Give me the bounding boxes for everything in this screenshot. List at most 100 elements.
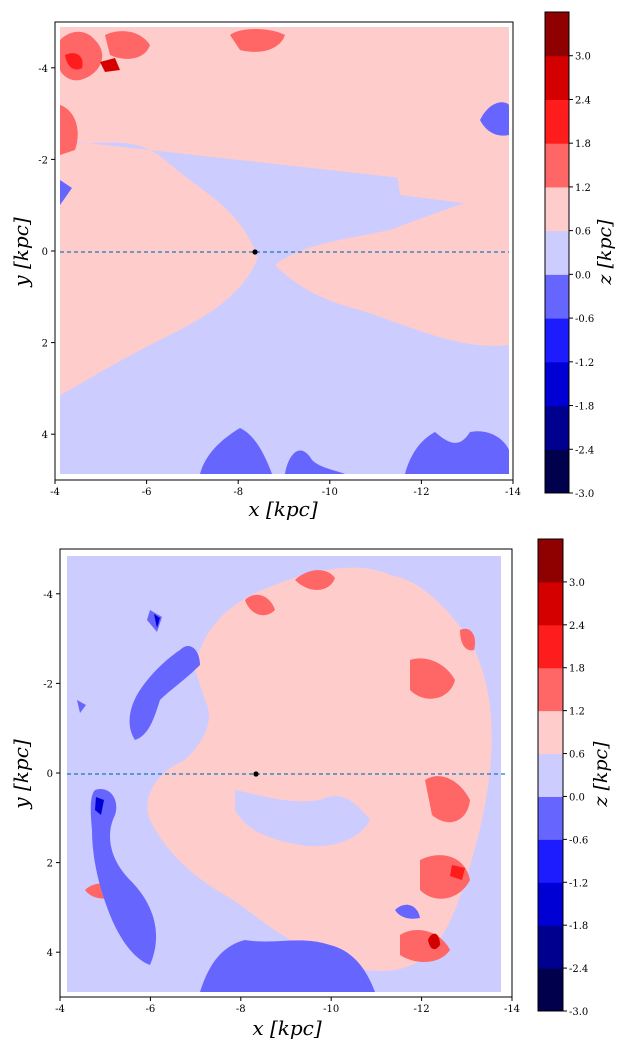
- bottom-colorbar-tick-label: -1.2: [569, 878, 588, 889]
- top-x-tick-label: -12: [413, 487, 429, 498]
- top-region-pos-mid-2: [105, 31, 150, 59]
- top-y-axis-label: y [kpc]: [9, 217, 33, 288]
- top-x-tick-label: -6: [142, 487, 152, 498]
- bottom-region-pos-high-2: [450, 865, 465, 880]
- bottom-colorbar-tick-label: 1.8: [569, 664, 585, 675]
- bottom-region-pos-mid-7: [460, 628, 476, 651]
- bottom-colorbar-tick-label: -0.6: [569, 835, 588, 846]
- bottom-region-pos-mid-3: [410, 658, 455, 699]
- top-y-tick-label: -2: [38, 155, 48, 166]
- bottom-x-tick-label: -12: [414, 1004, 430, 1015]
- bottom-colorbar-frame: [537, 538, 564, 1012]
- bottom-x-tick-label: -14: [504, 1004, 520, 1015]
- top-y-tick-label: 0: [42, 247, 48, 258]
- top-x-tick-label: -10: [322, 487, 338, 498]
- bottom-colorbar-tick-label: -2.4: [569, 964, 588, 975]
- bottom-sun-marker: [253, 771, 259, 777]
- bottom-region-neg-low-hole: [235, 790, 370, 847]
- top-region-neg-mid-1: [200, 428, 272, 474]
- bottom-colorbar-swatch: [538, 667, 563, 712]
- top-panel: -4 -6 -8 -10 -12 -14 -4 -2 0 2 4 x [kpc] y [kpc]: [9, 21, 521, 521]
- bottom-colorbar-tick-label: 0.0: [569, 792, 585, 803]
- top-colorbar-tick-label: 1.2: [575, 183, 591, 194]
- bottom-colorbar-swatch: [538, 796, 563, 840]
- top-region-neg-mid-3: [405, 431, 509, 474]
- bottom-x-tick-label: -4: [55, 1004, 65, 1015]
- bottom-region-pos-mid-2: [295, 570, 335, 590]
- top-x-tick-label: -8: [233, 487, 243, 498]
- top-colorbar-label: z [kpc]: [594, 219, 616, 286]
- top-region-neg-low: [60, 140, 509, 474]
- top-region-neg-mid-2: [285, 450, 345, 474]
- bottom-colorbar-swatch: [538, 539, 563, 583]
- top-region-pos-high-1: [65, 53, 83, 70]
- top-x-tick-label: -14: [505, 487, 521, 498]
- top-region-pos-high-2: [100, 58, 120, 72]
- top-colorbar-swatch: [545, 274, 569, 319]
- bottom-region-neg-mid-2: [90, 789, 157, 965]
- bottom-colorbar-swatch: [538, 839, 563, 883]
- bottom-y-axis-label: y [kpc]: [9, 739, 33, 810]
- top-colorbar-swatch: [545, 55, 569, 100]
- bottom-y-tick-label: 0: [47, 769, 53, 780]
- bottom-x-ticks: -4 -6 -8 -10 -12 -14: [55, 997, 520, 1015]
- top-x-ticks: -4 -6 -8 -10 -12 -14: [50, 480, 521, 498]
- top-contour-field: [60, 27, 509, 474]
- bottom-x-axis-label: x [kpc]: [252, 1016, 322, 1040]
- top-colorbar-tick-label: -0.6: [575, 314, 594, 325]
- top-colorbar-tick-label: 3.0: [575, 52, 591, 63]
- top-colorbar-tick-label: -2.4: [575, 445, 594, 456]
- bottom-colorbar: -3.0 -2.4 -1.8 -1.2 -0.6 0.0 0.6 1.2 1.8 2.4 3.0 z…: [537, 538, 612, 1018]
- top-colorbar-swatch: [545, 143, 569, 188]
- bottom-colorbar-tick-label: 1.2: [569, 707, 585, 718]
- bottom-colorbar-swatch: [538, 968, 563, 1012]
- top-x-axis-label: x [kpc]: [248, 497, 318, 521]
- bottom-colorbar-tick-label: -3.0: [569, 1007, 588, 1018]
- bottom-region-neg-mid-5: [395, 904, 420, 919]
- top-colorbar-swatch: [545, 318, 569, 363]
- bottom-region-pos-high-1: [428, 933, 440, 950]
- top-colorbar-frame: [544, 11, 570, 494]
- bottom-colorbar-swatch: [538, 710, 563, 755]
- top-colorbar-swatches: [545, 12, 569, 494]
- bottom-panel: -4 -6 -8 -10 -12 -14 -4 -2 0 2 4 x [kpc] y [kpc]: [9, 548, 520, 1040]
- top-y-tick-label: -4: [38, 64, 48, 75]
- bottom-x-tick-label: -8: [236, 1004, 246, 1015]
- bottom-colorbar-swatch: [538, 753, 563, 797]
- top-colorbar-swatch: [545, 230, 569, 275]
- bottom-colorbar-swatch: [538, 882, 563, 926]
- bottom-colorbar-tick-label: 0.6: [569, 750, 585, 761]
- top-region-neg-mid-4: [480, 102, 509, 136]
- top-colorbar-tick-label: -3.0: [575, 489, 594, 500]
- top-colorbar-swatch: [545, 99, 569, 144]
- bottom-colorbar-swatch: [538, 581, 563, 626]
- bottom-region-pos-mid-1: [245, 594, 275, 616]
- top-sun-marker: [252, 249, 258, 255]
- bottom-region-pos-mid-5: [420, 855, 470, 899]
- top-colorbar-tick-label: -1.8: [575, 402, 594, 413]
- bottom-y-tick-label: 2: [47, 859, 53, 870]
- bottom-y-tick-label: 4: [47, 948, 53, 959]
- top-colorbar-swatch: [545, 449, 569, 494]
- top-region-neg-mid-5: [60, 180, 72, 205]
- bottom-colorbar-tick-label: 3.0: [569, 578, 585, 589]
- top-colorbar: -3.0 -2.4 -1.8 -1.2 -0.6 0.0 0.6 1.2 1.8 2.4 3.0 z…: [544, 11, 616, 500]
- top-colorbar-tick-label: 2.4: [575, 95, 591, 106]
- top-colorbar-tick-label: 1.8: [575, 139, 591, 150]
- top-colorbar-tick-label: 0.6: [575, 227, 591, 238]
- top-region-pos-mid-4: [60, 105, 78, 155]
- top-colorbar-swatch: [545, 12, 569, 57]
- bottom-region-neg-high-2: [154, 614, 160, 628]
- top-colorbar-swatch: [545, 186, 569, 232]
- bottom-colorbar-ticks: -3.0 -2.4 -1.8 -1.2 -0.6 0.0 0.6 1.2 1.8 2.4 3.0: [563, 578, 588, 1018]
- bottom-x-tick-label: -10: [323, 1004, 339, 1015]
- top-region-band: [395, 155, 509, 210]
- top-y-tick-label: 2: [42, 339, 48, 350]
- bottom-y-ticks: -4 -2 0 2 4: [43, 590, 60, 959]
- top-y-tick-label: 4: [42, 430, 48, 441]
- top-colorbar-swatch: [545, 361, 569, 407]
- bottom-colorbar-swatch: [538, 925, 563, 969]
- top-y-ticks: -4 -2 0 2 4: [38, 64, 55, 441]
- bottom-region-pos-mid-4: [425, 776, 470, 823]
